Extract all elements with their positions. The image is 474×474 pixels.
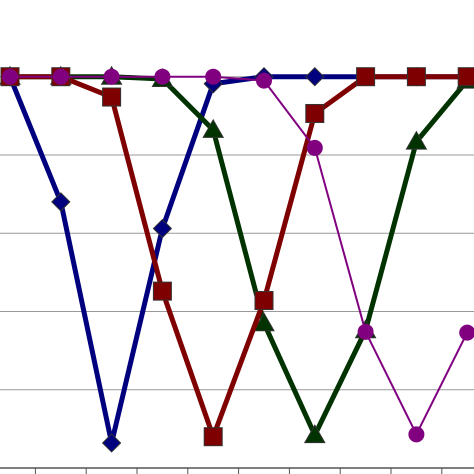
marker — [51, 192, 71, 212]
marker — [405, 130, 428, 150]
marker — [202, 118, 225, 138]
marker — [357, 323, 374, 340]
marker — [408, 426, 425, 443]
marker — [2, 68, 18, 85]
marker — [203, 427, 223, 447]
marker — [356, 67, 376, 87]
series-line — [10, 74, 470, 438]
marker — [154, 68, 171, 85]
marker — [101, 433, 122, 453]
marker — [152, 218, 173, 239]
marker — [253, 312, 275, 332]
marker — [152, 281, 172, 301]
series-line — [7, 74, 468, 446]
marker — [303, 424, 326, 444]
marker — [52, 68, 69, 85]
marker — [102, 87, 122, 107]
marker — [305, 103, 325, 123]
marker — [306, 139, 323, 156]
marker — [305, 66, 325, 87]
marker — [254, 291, 274, 311]
marker — [459, 324, 474, 341]
marker — [256, 72, 272, 89]
series-line — [10, 75, 469, 436]
marker — [205, 68, 222, 85]
marker — [406, 67, 426, 87]
series-line — [10, 74, 468, 440]
marker — [457, 67, 474, 87]
marker — [103, 68, 120, 85]
